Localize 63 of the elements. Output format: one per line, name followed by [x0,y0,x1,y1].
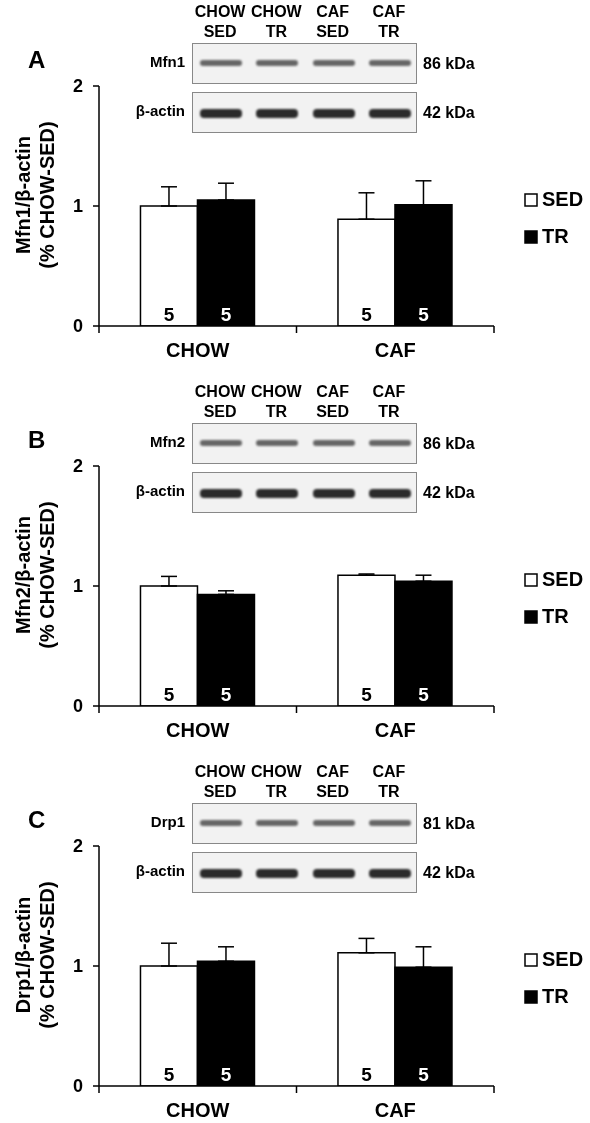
text: CAF SED [315,2,351,42]
annotation: 5 [418,303,430,325]
text: Drp1 [150,811,185,832]
legend-label: SED [542,948,584,971]
text: CHOW SED [193,762,247,802]
y-tick-label: 0 [72,696,83,717]
text: CHOW SED [193,382,247,422]
text: 86 kDa [423,53,475,74]
y-tick-label: 2 [72,76,83,97]
y-tick-label: 0 [72,316,83,337]
x-tick-label: CAF [374,719,416,741]
x-tick-label: CHOW [166,719,230,741]
legend-label: TR [542,605,569,628]
text: 86 kDa [423,433,475,454]
y-tick-label: 1 [72,956,83,977]
y-axis-title: Mfn2/β-actin (% CHOW-SED) [11,500,59,651]
text: Mfn2 [150,431,185,452]
text: Mfn1 [150,51,185,72]
text: CAF TR [371,2,407,42]
annotation: 5 [361,303,373,325]
annotation: 5 [418,1063,430,1085]
annotation: 5 [361,1063,373,1085]
y-axis-title: Mfn1/β-actin (% CHOW-SED) [11,120,59,271]
annotation: 42 kDa [423,102,475,123]
y-tick-label: 2 [72,456,83,477]
chart-title: A [28,46,46,73]
annotation: β-actin [135,100,185,121]
text: CAF SED [315,382,351,422]
y-axis-title: Drp1/β-actin (% CHOW-SED) [11,880,59,1031]
legend-label: SED [542,568,584,591]
annotation: 5 [220,1063,232,1085]
chart-title: C [28,806,46,833]
annotation: 5 [220,683,232,705]
y-tick-label: 2 [72,836,83,857]
annotation: 5 [361,683,373,705]
annotation: 5 [163,1063,175,1085]
x-tick-label: CAF [374,1099,416,1121]
annotation: 5 [163,303,175,325]
legend-label: TR [542,985,569,1008]
y-tick-label: 1 [72,196,83,217]
text: 81 kDa [423,813,475,834]
text: CHOW TR [250,762,303,802]
text: CHOW TR [250,2,303,42]
legend-label: TR [542,225,569,248]
x-tick-label: CHOW [166,1099,230,1121]
text: CAF TR [371,382,407,422]
annotation: β-actin [135,480,185,501]
annotation: 5 [418,683,430,705]
x-tick-label: CHOW [166,339,230,361]
y-tick-label: 0 [72,1076,83,1097]
annotation: 42 kDa [423,862,475,883]
annotation: β-actin [135,860,185,881]
text: CHOW TR [250,382,303,422]
annotation: 5 [220,303,232,325]
y-tick-label: 1 [72,576,83,597]
text: CAF SED [315,762,351,802]
annotation: 5 [163,683,175,705]
chart-title: B [28,426,46,453]
text: CAF TR [371,762,407,802]
legend-label: SED [542,188,584,211]
annotation: 42 kDa [423,482,475,503]
x-tick-label: CAF [374,339,416,361]
text: CHOW SED [193,2,247,42]
